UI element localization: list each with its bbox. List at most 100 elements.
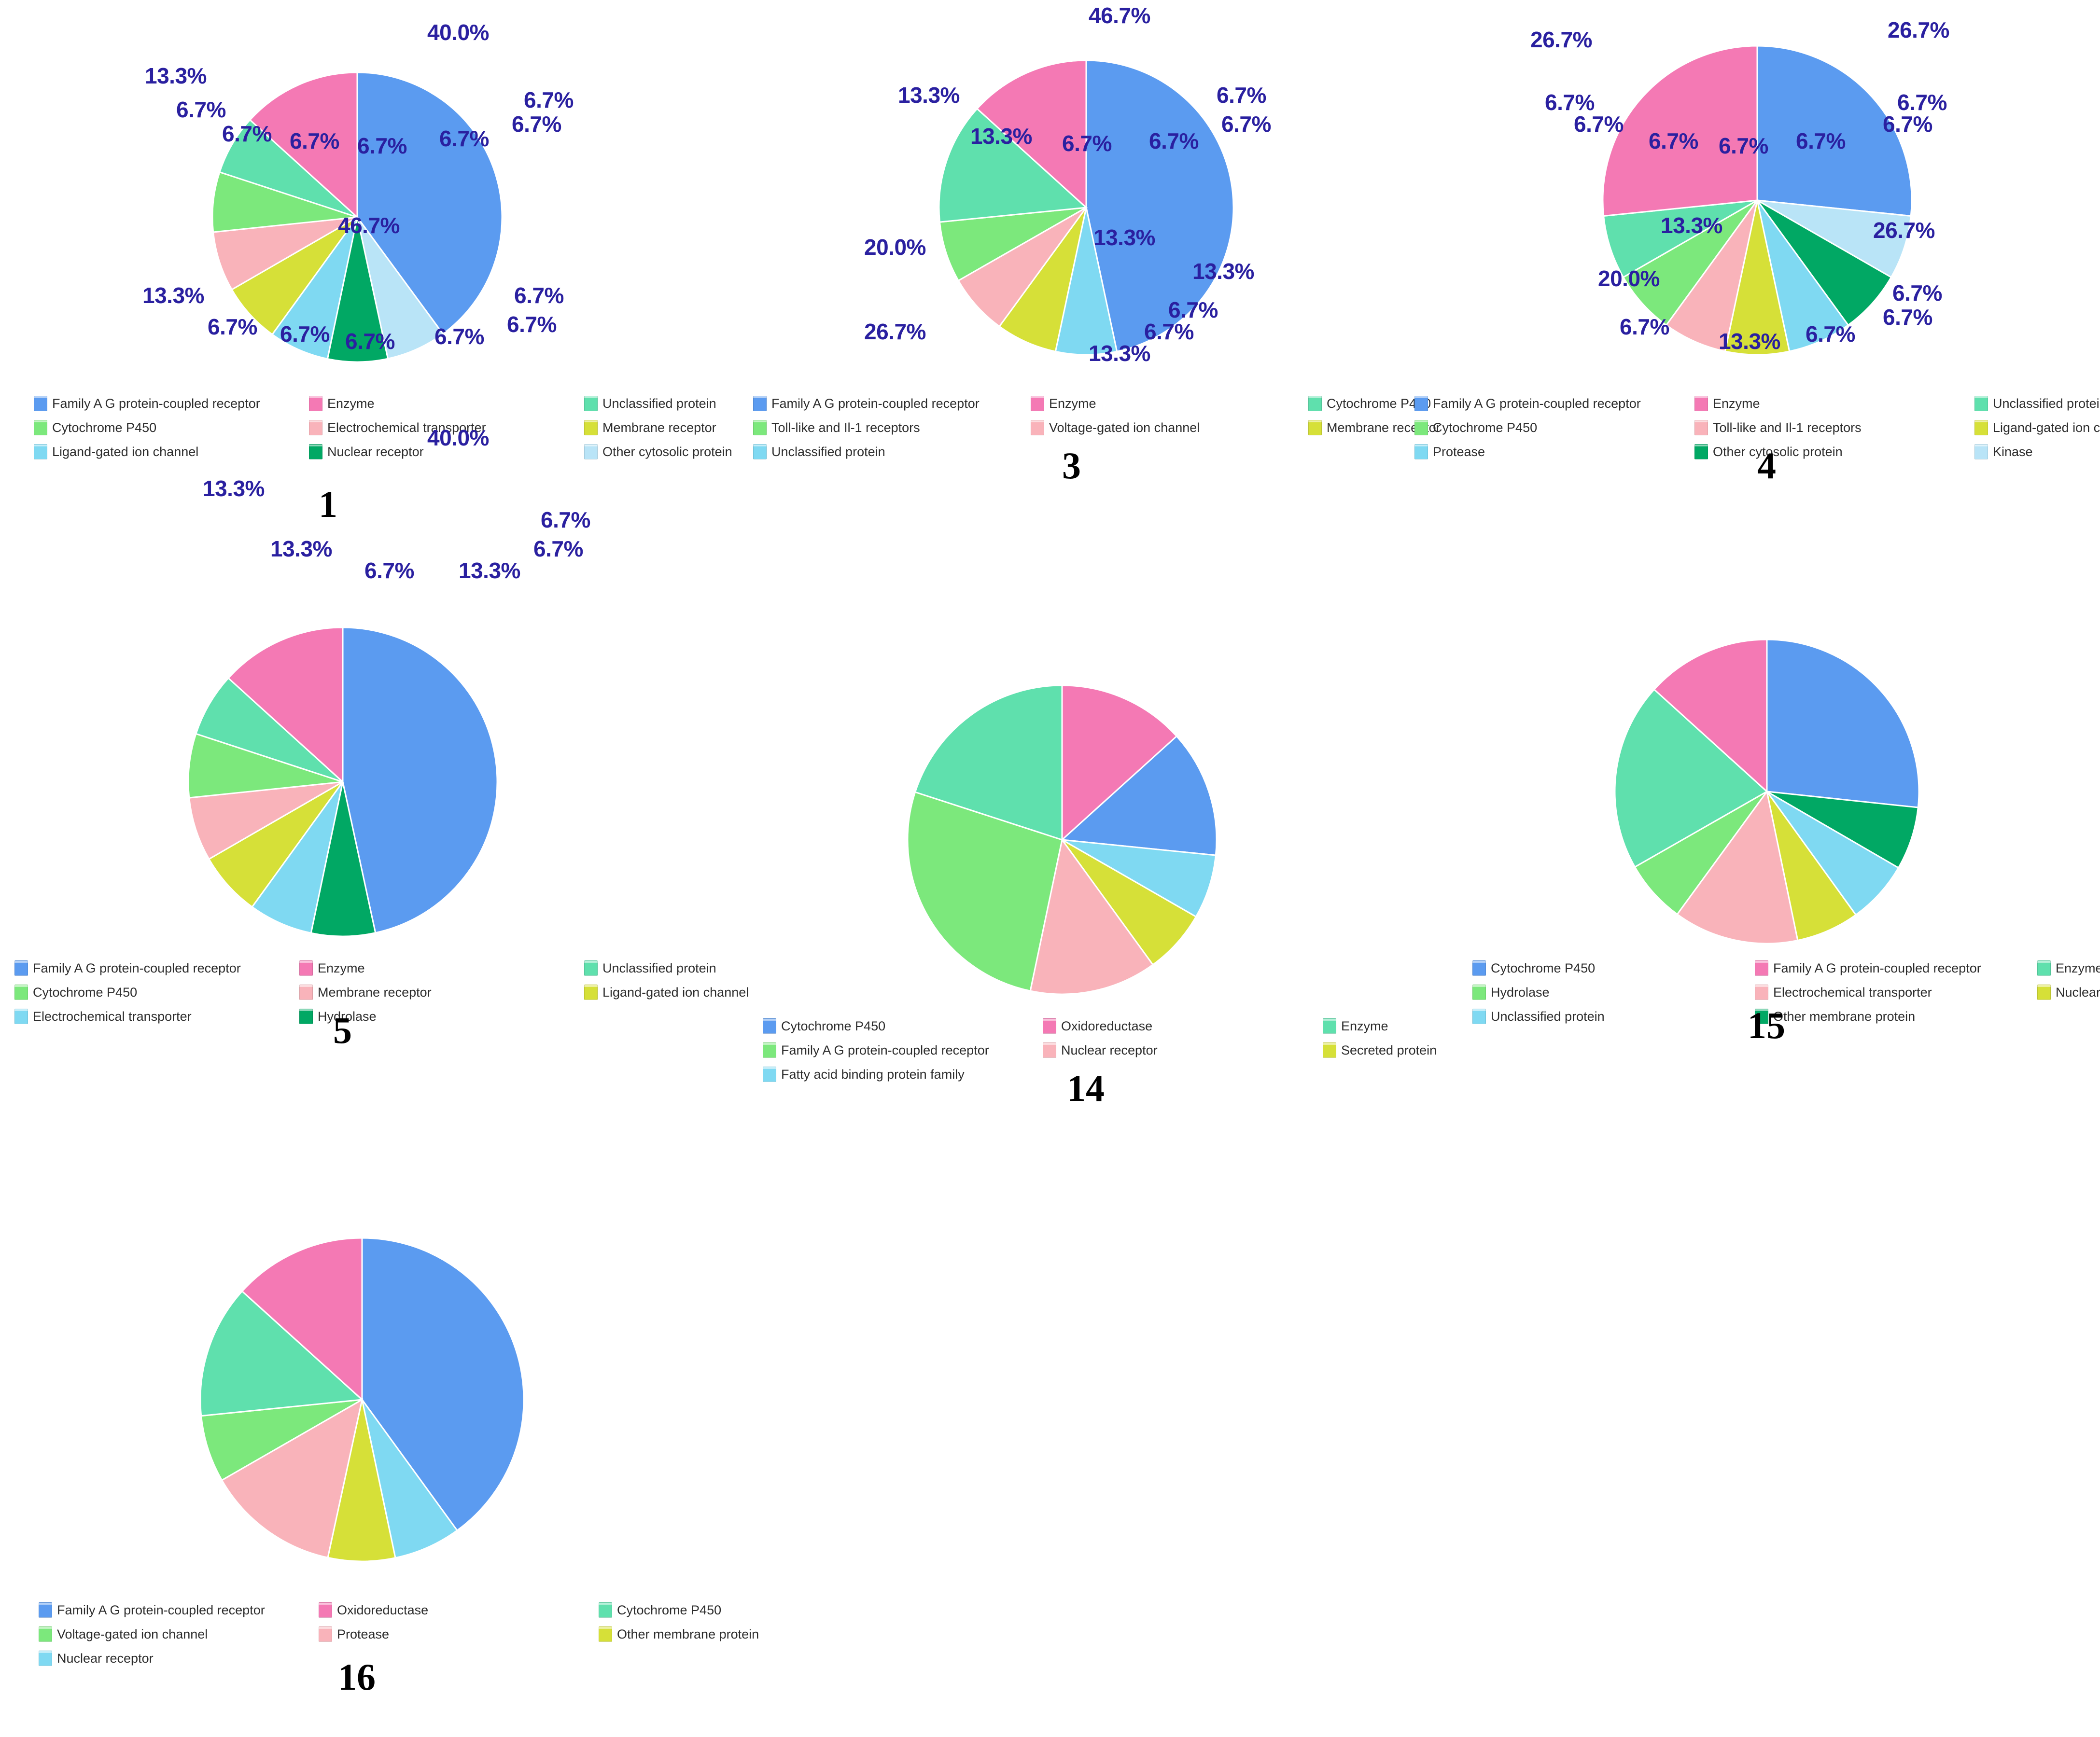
legend-item[interactable]: Nuclear receptor [1043, 1042, 1323, 1058]
slice-percent-label: 6.7% [1144, 319, 1194, 344]
legend-item[interactable]: Unclassified protein [1472, 1009, 1755, 1024]
slice-percent-label: 13.3% [1719, 329, 1780, 354]
legend-item[interactable]: Secreted protein [1323, 1042, 1603, 1058]
legend-item[interactable]: Nuclear receptor [2037, 985, 2100, 1000]
legend-item[interactable]: Nuclear receptor [309, 444, 584, 459]
legend-1: Family A G protein-coupled receptor Enzym… [34, 396, 859, 459]
pie-slice [361, 1399, 459, 1559]
figure-number-4: 4 [1757, 445, 1776, 486]
legend-item[interactable]: Membrane receptor [584, 420, 859, 435]
legend-item[interactable]: Protease [1414, 444, 1694, 459]
legend-swatch-icon [2037, 960, 2051, 976]
legend-item[interactable]: Nuclear receptor [39, 1651, 319, 1666]
pie-slice [200, 1399, 363, 1481]
legend-item[interactable]: Other cytosolic protein [1694, 444, 1974, 459]
legend-item[interactable]: Enzyme [299, 960, 584, 976]
legend-swatch-icon [1472, 985, 1486, 1000]
slice-percent-label: 6.7% [507, 312, 557, 337]
legend-label: Membrane receptor [602, 420, 716, 435]
legend-swatch-icon [1414, 396, 1428, 411]
legend-swatch-icon [39, 1626, 52, 1642]
legend-item[interactable]: Family A G protein-coupled receptor [763, 1042, 1043, 1058]
legend-item[interactable]: Hydrolase [299, 1009, 584, 1024]
slice-percent-label: 26.7% [1873, 218, 1935, 243]
legend-item[interactable]: Ligand-gated ion channel [584, 985, 869, 1000]
legend-item[interactable]: Unclassified protein [584, 396, 859, 411]
slice-percent-label: 6.7% [345, 329, 395, 354]
slice-percent-label: 13.3% [898, 83, 960, 108]
legend-item[interactable]: Voltage-gated ion channel [39, 1626, 319, 1642]
legend-item[interactable]: Enzyme [1031, 396, 1308, 411]
legend-swatch-icon [1323, 1018, 1336, 1034]
slice-percent-label: 46.7% [1089, 3, 1150, 28]
legend-item[interactable]: Cytochrome P450 [1308, 396, 1586, 411]
legend-label: Unclassified protein [1491, 1009, 1605, 1024]
legend-label: Cytochrome P450 [617, 1602, 722, 1617]
legend-item[interactable]: Kinase [1974, 444, 2100, 459]
legend-swatch-icon [584, 420, 598, 435]
legend-item[interactable]: Toll-like and Il-1 receptors [1694, 420, 1974, 435]
slice-percent-label: 6.7% [1892, 280, 1942, 306]
legend-swatch-icon [299, 960, 313, 976]
slice-percent-label: 6.7% [1149, 128, 1199, 153]
pie-slice [199, 1290, 364, 1417]
legend-item[interactable]: Other membrane protein [1755, 1009, 2037, 1024]
legend-item[interactable]: Unclassified protein [584, 960, 869, 976]
legend-item[interactable]: Oxidoreductase [1043, 1018, 1323, 1034]
legend-item[interactable]: Membrane receptor [299, 985, 584, 1000]
legend-item[interactable]: Family A G protein-coupled receptor [14, 960, 299, 976]
legend-item[interactable]: Fatty acid binding protein family [763, 1067, 1043, 1082]
legend-item[interactable]: Cytochrome P450 [1414, 420, 1694, 435]
legend-item[interactable]: Family A G protein-coupled receptor [39, 1602, 319, 1618]
legend-swatch-icon [34, 396, 47, 411]
legend-16: Family A G protein-coupled receptor Oxido… [39, 1602, 879, 1666]
legend-item[interactable]: Other membrane protein [599, 1626, 879, 1642]
legend-item[interactable]: Cytochrome P450 [14, 985, 299, 1000]
legend-swatch-icon [1043, 1018, 1056, 1034]
legend-swatch-icon [39, 1651, 52, 1666]
legend-item[interactable]: Cytochrome P450 [763, 1018, 1043, 1034]
legend-swatch-icon [1472, 960, 1486, 976]
legend-item[interactable]: Electrochemical transporter [1755, 985, 2037, 1000]
legend-label: Toll-like and Il-1 receptors [1713, 420, 1862, 435]
legend-item[interactable]: Electrochemical transporter [14, 1009, 299, 1024]
legend-item[interactable]: Family A G protein-coupled receptor [1414, 396, 1694, 411]
legend-item[interactable]: Enzyme [2037, 960, 2100, 976]
figure-number-5: 5 [333, 1009, 352, 1051]
legend-label: Hydrolase [1491, 985, 1550, 1000]
legend-label: Cytochrome P450 [1433, 420, 1538, 435]
legend-label: Hydrolase [318, 1009, 377, 1024]
legend-item[interactable]: Ligand-gated ion channel [1974, 420, 2100, 435]
slice-percent-label: 20.0% [864, 235, 926, 260]
legend-item[interactable]: Voltage-gated ion channel [1031, 420, 1308, 435]
legend-item[interactable]: Electrochemical transporter [309, 420, 584, 435]
legend-item[interactable]: Family A G protein-coupled receptor [34, 396, 309, 411]
slice-percent-label: 6.7% [1883, 111, 1932, 137]
legend-item[interactable]: Cytochrome P450 [599, 1602, 879, 1618]
legend-item[interactable]: Other cytosolic protein [584, 444, 859, 459]
legend-label: Ligand-gated ion channel [602, 985, 749, 1000]
legend-item[interactable]: Family A G protein-coupled receptor [753, 396, 1031, 411]
legend-item[interactable]: Unclassified protein [1974, 396, 2100, 411]
legend-item[interactable]: Enzyme [1694, 396, 1974, 411]
slice-percent-label: 6.7% [1545, 90, 1595, 115]
legend-swatch-icon [1694, 444, 1708, 459]
legend-item[interactable]: Ligand-gated ion channel [34, 444, 309, 459]
legend-item[interactable]: Hydrolase [1472, 985, 1755, 1000]
legend-item[interactable]: Toll-like and Il-1 receptors [753, 420, 1031, 435]
legend-label: Protease [337, 1626, 390, 1641]
legend-label: Other cytosolic protein [602, 444, 732, 459]
legend-item[interactable]: Oxidoreductase [319, 1602, 599, 1618]
legend-item[interactable]: Cytochrome P450 [34, 420, 309, 435]
legend-item[interactable]: Family A G protein-coupled receptor [1755, 960, 2037, 976]
legend-label: Other membrane protein [617, 1626, 759, 1641]
legend-item[interactable]: Enzyme [1323, 1018, 1603, 1034]
legend-item[interactable]: Protease [319, 1626, 599, 1642]
legend-item[interactable]: Cytochrome P450 [1472, 960, 1755, 976]
slice-percent-label: 6.7% [290, 128, 339, 153]
legend-swatch-icon [763, 1018, 776, 1034]
slice-percent-label: 6.7% [1719, 133, 1768, 158]
legend-label: Enzyme [327, 396, 375, 411]
legend-item[interactable]: Enzyme [309, 396, 584, 411]
legend-item[interactable]: Unclassified protein [753, 444, 1031, 459]
